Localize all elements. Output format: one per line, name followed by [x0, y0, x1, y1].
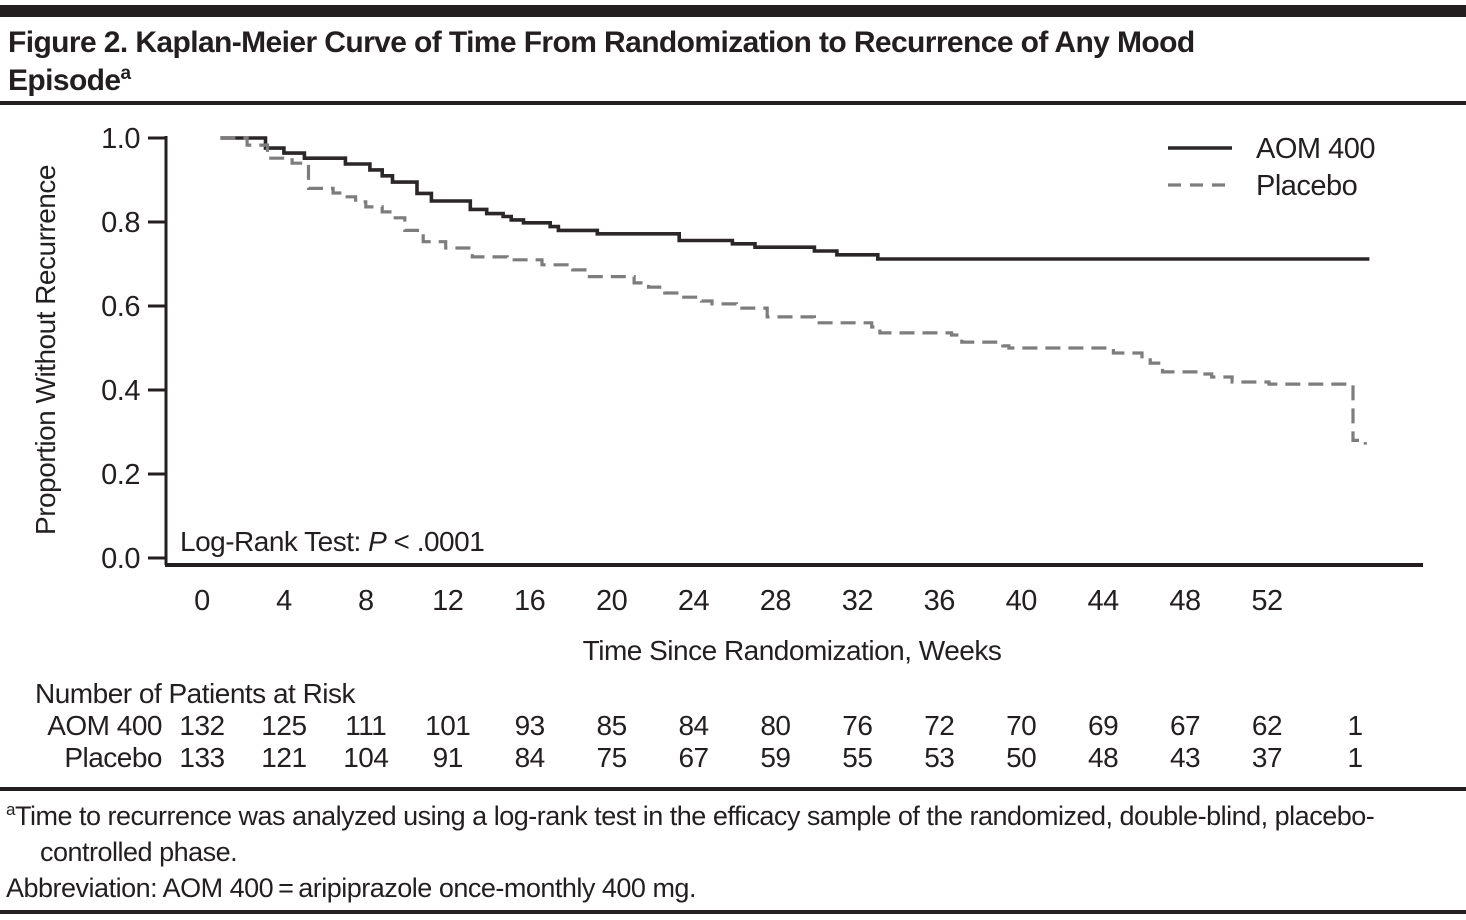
risk-count-value: 91	[433, 742, 463, 773]
abbreviation-note: Abbreviation: AOM 400 = aripiprazole onc…	[6, 870, 1462, 906]
x-tick-label: 52	[1251, 585, 1282, 617]
footnote-bottom-rule	[0, 910, 1466, 914]
risk-count-value: 70	[1006, 710, 1036, 741]
legend-label: Placebo	[1256, 170, 1357, 202]
x-axis-title: Time Since Randomization, Weeks	[583, 635, 1002, 666]
x-tick-label: 4	[276, 585, 292, 617]
figure-title-superscript: a	[120, 63, 132, 84]
y-tick-label: 1.0	[101, 123, 140, 155]
y-tick-label: 0.0	[101, 543, 140, 575]
figure-title-line2-text: Episode	[8, 64, 121, 97]
risk-count-value: 104	[343, 742, 388, 773]
risk-count-value: 76	[842, 710, 872, 741]
risk-count-value: 59	[760, 742, 790, 773]
y-tick-label: 0.2	[101, 459, 140, 491]
risk-row-label: Placebo	[64, 742, 162, 773]
abbreviation-text: Abbreviation: AOM 400 = aripiprazole onc…	[6, 873, 696, 903]
risk-count-value: 1	[1347, 710, 1362, 741]
footnote-top-rule	[0, 787, 1466, 791]
legend-label: AOM 400	[1256, 133, 1375, 165]
risk-count-value: 62	[1252, 710, 1282, 741]
risk-count-value: 93	[515, 710, 545, 741]
x-tick-label: 40	[1006, 585, 1037, 617]
risk-count-value: 125	[261, 710, 306, 741]
risk-count-value: 132	[179, 710, 224, 741]
risk-count-value: 48	[1088, 742, 1118, 773]
risk-count-value: 84	[678, 710, 708, 741]
figure-title-line1: Figure 2. Kaplan-Meier Curve of Time Fro…	[8, 24, 1458, 62]
x-tick-label: 12	[432, 585, 463, 617]
risk-count-value: 1	[1347, 742, 1362, 773]
risk-count-value: 69	[1088, 710, 1118, 741]
log-rank-annotation: Log-Rank Test: P < .0001	[180, 526, 484, 557]
x-tick-label: 20	[596, 585, 627, 617]
x-tick-label: 8	[358, 585, 374, 617]
curve-aom-400	[220, 136, 1370, 261]
risk-count-value: 85	[597, 710, 627, 741]
km-chart-container: 0.0 0.2 0.4 0.6 0.8 1.0 0 4 8 12 16 20 24 28 32 36 40 44 4…	[0, 120, 1466, 775]
y-axis-title: Proportion Without Recurrence	[30, 165, 61, 535]
x-tick-label: 16	[514, 585, 545, 617]
footnotes-block: aTime to recurrence was analyzed using a…	[6, 798, 1462, 906]
x-tick-label: 24	[678, 585, 710, 617]
risk-count-value: 43	[1170, 742, 1200, 773]
risk-count-value: 67	[1170, 710, 1200, 741]
x-tick-label: 0	[194, 585, 210, 617]
figure-title-line1-text: Figure 2. Kaplan-Meier Curve of Time Fro…	[8, 26, 1195, 59]
footnote-a-superscript: a	[6, 800, 15, 819]
x-tick-label: 48	[1169, 585, 1200, 617]
title-underline-rule	[0, 101, 1466, 105]
risk-count-value: 80	[760, 710, 790, 741]
risk-count-value: 121	[261, 742, 306, 773]
curve-placebo	[220, 136, 1367, 445]
footnote-a-text: Time to recurrence was analyzed using a …	[14, 801, 1375, 867]
risk-count-value: 50	[1006, 742, 1036, 773]
risk-count-value: 133	[179, 742, 224, 773]
risk-count-value: 75	[597, 742, 627, 773]
risk-table-title: Number of Patients at Risk	[35, 678, 357, 709]
y-tick-label: 0.4	[101, 375, 140, 407]
x-tick-label: 28	[760, 585, 791, 617]
figure-title: Figure 2. Kaplan-Meier Curve of Time Fro…	[8, 24, 1458, 100]
footnote-a: aTime to recurrence was analyzed using a…	[6, 798, 1462, 870]
y-tick-label: 0.6	[101, 291, 140, 323]
x-tick-label: 44	[1087, 585, 1119, 617]
top-divider-bar	[0, 5, 1466, 17]
x-tick-label: 36	[924, 585, 955, 617]
risk-count-value: 53	[924, 742, 954, 773]
risk-count-value: 37	[1252, 742, 1282, 773]
risk-count-value: 67	[678, 742, 708, 773]
risk-count-value: 101	[425, 710, 470, 741]
risk-count-value: 111	[345, 710, 386, 741]
y-tick-label: 0.8	[101, 207, 140, 239]
risk-count-value: 84	[515, 742, 545, 773]
risk-count-value: 72	[924, 710, 954, 741]
risk-count-value: 55	[842, 742, 872, 773]
x-tick-label: 32	[842, 585, 873, 617]
km-chart-svg: 0.00.20.40.60.81.00 4 8 12 16 20 24 28 32 36 40 44 4…	[30, 123, 1423, 773]
figure-title-line2: Episodea	[8, 62, 1458, 100]
risk-row-label: AOM 400	[47, 710, 162, 741]
